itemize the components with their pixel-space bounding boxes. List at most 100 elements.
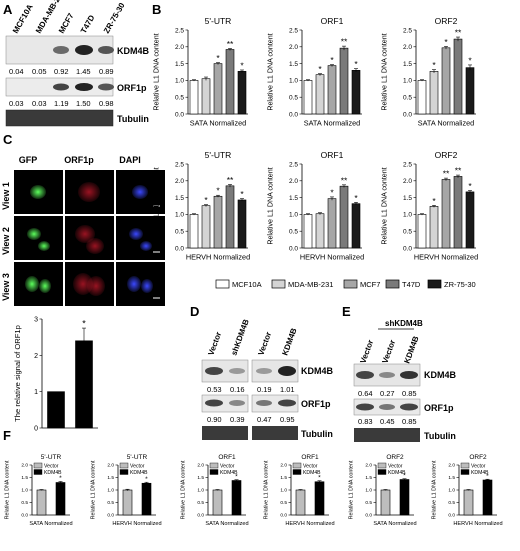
blot-strip bbox=[5, 109, 114, 127]
legend-label: ZR-75-30 bbox=[444, 280, 476, 289]
blot-band bbox=[75, 45, 93, 55]
lane-label: shKDM4B bbox=[229, 318, 250, 357]
blot-header: shKDM4B bbox=[385, 319, 423, 328]
bar bbox=[231, 480, 242, 516]
bar bbox=[482, 479, 493, 516]
cell-nucleus bbox=[127, 276, 141, 292]
blot-strip bbox=[252, 426, 298, 440]
cell-nucleus bbox=[25, 276, 39, 292]
y-tick-label: 2.0 bbox=[175, 44, 184, 51]
view-label: View 2 bbox=[1, 227, 11, 255]
blot-band bbox=[256, 400, 272, 406]
y-tick-label: 1.5 bbox=[197, 475, 204, 481]
y-axis-label: Relative L1 DNA content bbox=[264, 460, 270, 519]
panel-f-chart-5utr-hervh: 5'-UTR 0.0 0.5 1.0 1.5 2.0 Relative L1 DNA con… bbox=[91, 454, 162, 527]
y-tick-label: 2.5 bbox=[175, 161, 184, 168]
chart-title: ORF1 bbox=[301, 454, 319, 461]
bar bbox=[465, 191, 475, 249]
legend-label: KDM4B bbox=[303, 470, 321, 476]
y-tick-label: 0.0 bbox=[197, 513, 204, 519]
significance-mark: * bbox=[216, 53, 220, 63]
blot-value: 0.16 bbox=[230, 385, 245, 394]
blot-band bbox=[379, 404, 395, 410]
lane-label: Vector bbox=[256, 331, 273, 357]
y-tick-label: 1.0 bbox=[289, 78, 298, 85]
bar bbox=[189, 214, 199, 249]
y-tick-label: 1.0 bbox=[448, 488, 455, 494]
y-tick-label: 0.0 bbox=[175, 245, 184, 252]
band-label: KDM4B bbox=[424, 370, 457, 380]
panel-b-legend: MCF10A MDA-MB-231 MCF7 T47D ZR-75-30 bbox=[215, 279, 476, 289]
blot-band bbox=[379, 372, 395, 378]
view-label: View 1 bbox=[1, 182, 11, 210]
legend-label: Vector bbox=[471, 464, 486, 470]
lane-label: Vector bbox=[358, 339, 375, 365]
y-tick-label: 0.5 bbox=[365, 500, 372, 506]
y-tick-label: 2.5 bbox=[175, 27, 184, 34]
blot-value: 0.92 bbox=[54, 67, 69, 76]
y-tick-label: 1.0 bbox=[21, 488, 28, 494]
y-tick-label: 0.5 bbox=[289, 228, 298, 235]
panel-b-chart-orf1-hervh: ORF1 0.0 0.5 1.0 1.5 2.0 2.5 Relative L1 DNA co… bbox=[267, 150, 365, 262]
significance-mark: ** bbox=[341, 175, 348, 185]
y-tick-label: 0.5 bbox=[21, 500, 28, 506]
panel-label-d: D bbox=[190, 304, 199, 319]
lane-label: MCF7 bbox=[57, 11, 76, 35]
bar bbox=[295, 489, 306, 516]
significance-mark: * bbox=[330, 187, 334, 197]
y-axis-label: Relative L1 DNA content bbox=[432, 460, 438, 519]
blot-value: 0.90 bbox=[207, 415, 222, 424]
blot-band bbox=[75, 83, 93, 91]
legend-label: MCF10A bbox=[232, 280, 262, 289]
view-label: View 3 bbox=[1, 273, 11, 301]
significance-mark: ** bbox=[455, 28, 462, 38]
cell-nucleus bbox=[30, 185, 46, 199]
y-tick-label: 0.5 bbox=[175, 94, 184, 101]
blot-strip bbox=[202, 426, 248, 440]
blot-value: 0.05 bbox=[32, 67, 47, 76]
legend-label: Vector bbox=[303, 464, 318, 470]
micrograph-grid bbox=[14, 170, 165, 306]
y-axis-label: Relative L1 DNA content bbox=[349, 460, 355, 519]
cell-nucleus bbox=[140, 241, 152, 251]
y-tick-label: 1.5 bbox=[448, 475, 455, 481]
blot-band bbox=[229, 368, 245, 374]
bar bbox=[315, 213, 325, 249]
x-axis-label: SATA Normalized bbox=[190, 119, 247, 128]
significance-mark: * bbox=[82, 319, 86, 329]
panel-a-blot: MCF10A MDA-MB-231 MCF7 T47D ZR-75-30 KDM… bbox=[5, 0, 150, 127]
blot-value: 0.98 bbox=[99, 99, 114, 108]
legend-label: KDM4B bbox=[471, 470, 489, 476]
legend-label: Vector bbox=[220, 464, 235, 470]
bar bbox=[303, 80, 313, 115]
legend-label: KDM4B bbox=[130, 470, 148, 476]
legend-swatch bbox=[119, 462, 129, 469]
panel-b-chart-5utr-sata: 5'-UTR 0.0 0.5 1.0 1.5 2.0 2.5 Relative L1 DNA … bbox=[153, 16, 248, 128]
y-tick-label: 2.5 bbox=[403, 27, 412, 34]
blot-strip bbox=[251, 359, 299, 383]
y-tick-label: 0.0 bbox=[448, 513, 455, 519]
lane-label: Vector bbox=[206, 331, 223, 357]
blot-value: 0.03 bbox=[32, 99, 47, 108]
blot-band bbox=[205, 399, 223, 407]
y-axis-label: Relative L1 DNA content bbox=[267, 33, 275, 110]
bar bbox=[225, 49, 235, 115]
significance-mark: * bbox=[432, 196, 436, 206]
blot-value: 0.85 bbox=[402, 417, 417, 426]
legend-swatch bbox=[385, 279, 400, 289]
y-tick-label: 0.5 bbox=[289, 94, 298, 101]
y-tick-label: 0.0 bbox=[289, 245, 298, 252]
y-tick-label: 2 bbox=[34, 353, 38, 360]
y-tick-label: 1.5 bbox=[403, 61, 412, 68]
x-axis-label: HERVH Normalized bbox=[112, 521, 161, 527]
y-tick-label: 0.0 bbox=[365, 513, 372, 519]
panel-b-chart-orf1-sata: ORF1 0.0 0.5 1.0 1.5 2.0 2.5 Relative L1 DNA co… bbox=[267, 16, 362, 128]
blot-band bbox=[205, 367, 223, 375]
blot-band bbox=[256, 368, 272, 374]
legend-swatch bbox=[343, 279, 358, 289]
bar bbox=[314, 481, 325, 516]
significance-mark: * bbox=[486, 473, 489, 480]
x-axis-label: SATA Normalized bbox=[304, 119, 361, 128]
legend-label: KDM4B bbox=[388, 470, 406, 476]
